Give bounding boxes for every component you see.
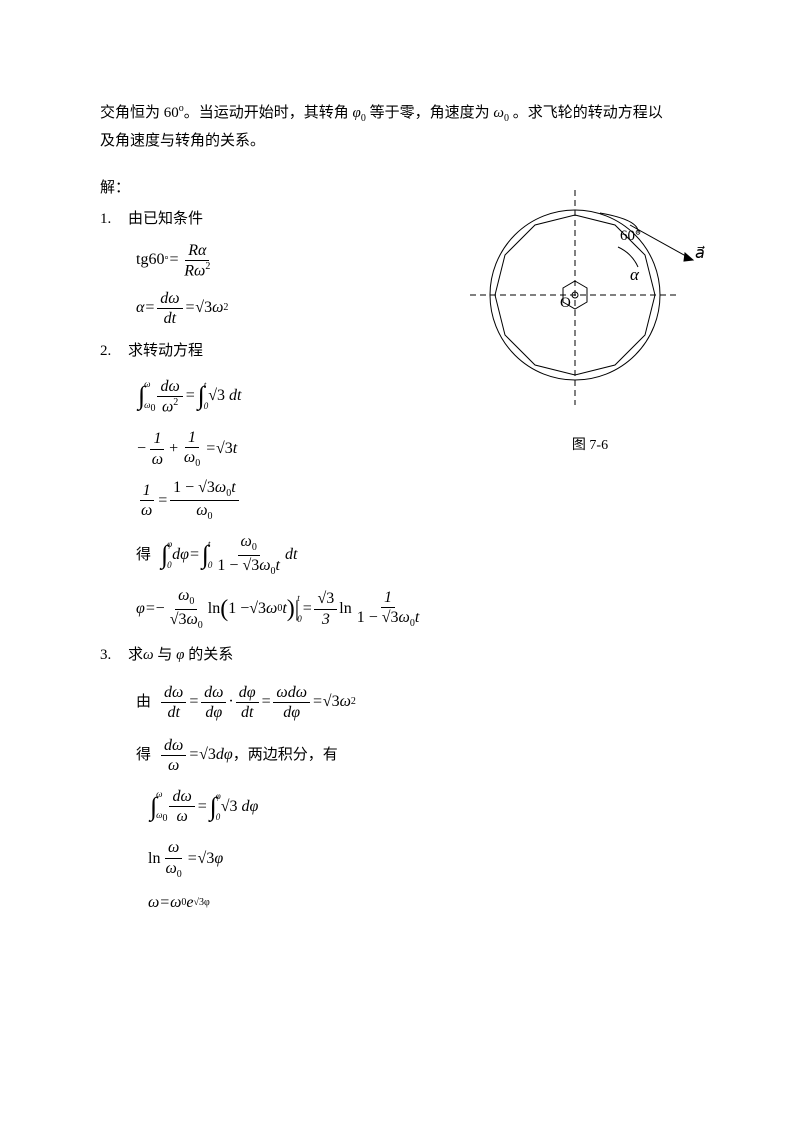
omega0-var: ω (493, 105, 504, 121)
eq-step2-3: 1ω = 1 − √3ω0tω0 (136, 478, 450, 523)
eq-step3-3: ∫ωω0 dωω = ∫φ0 √3 dφ (136, 784, 450, 831)
integral-icon: ∫ (202, 532, 209, 579)
step-text: 求转动方程 (128, 338, 203, 365)
eq-step2-2: − 1ω + 1ω0 = √3t (136, 428, 450, 470)
integral-icon: ∫ (150, 784, 157, 831)
step-text: 求ω 与 φ 的关系 (128, 642, 233, 669)
eq-step3-2: 得 dωω = √3dφ ，两边积分，有 (136, 736, 450, 775)
integral-icon: ∫ (210, 784, 217, 831)
eq-step3-4: ln ωω0 = √3φ (136, 838, 450, 880)
main-layout: 解： 1. 由已知条件 tg60° = Rα Rω2 α = dω dt (100, 175, 710, 928)
eq-step3-5: ω = ω0 e√3φ (136, 889, 450, 918)
phi0-sub: 0 (361, 113, 366, 124)
eq-int1: ∫ωω0 dωω2 = ∫t0 √3 dt (136, 373, 450, 420)
figure-caption: 图 7-6 (470, 433, 710, 458)
eq-alpha: α = dω dt = √3ω2 (136, 289, 450, 328)
integral-icon: ∫ (198, 373, 205, 420)
intro-text: 。求飞轮的转动方程以 (513, 105, 663, 121)
origin-label: O (560, 295, 571, 311)
step-text: 由已知条件 (128, 206, 203, 233)
figure-7-6: 60° α a⃗ O (470, 185, 710, 415)
omega0-sub: 0 (504, 113, 509, 124)
figure-column: 60° α a⃗ O 图 7-6 (470, 175, 710, 928)
step-1-header: 1. 由已知条件 (100, 206, 450, 233)
eq-step3-1: 由 dωdt = dωdφ · dφdt = ωdωdφ = √3ω2 (136, 683, 450, 722)
a-vector-label: a⃗ (695, 245, 705, 262)
intro-text: 及角速度与转角的关系。 (100, 133, 265, 149)
eq-tg60: tg60° = Rα Rω2 (136, 241, 450, 281)
frac-Ralpha-Romega2: Rα Rω2 (181, 241, 213, 281)
intro-text: 等于零，角速度为 (370, 105, 490, 121)
integral-icon: ∫ (138, 373, 145, 420)
step-num: 2. (100, 338, 118, 365)
step-3-equations: 由 dωdt = dωdφ · dφdt = ωdωdφ = √3ω2 得 dω… (136, 683, 450, 918)
step-2-equations: ∫ωω0 dωω2 = ∫t0 √3 dt − 1ω + 1ω0 = √3t 1… (136, 373, 450, 632)
eq-step2-4: 得 ∫φ0 dφ = ∫t0 ω01 − √3ω0t dt (136, 532, 450, 579)
step-num: 1. (100, 206, 118, 233)
frac-domega-dt: dω dt (157, 289, 182, 328)
alpha-label: α (630, 265, 640, 284)
solution-column: 解： 1. 由已知条件 tg60° = Rα Rω2 α = dω dt (100, 175, 450, 928)
eq-step2-5: φ = − ω0√3ω0 ln (1 − √3ω0t)|t0 = √33 ln … (136, 586, 450, 631)
solution-label: 解： (100, 175, 450, 202)
intro-text: 。当运动开始时，其转角 (184, 105, 349, 121)
integral-icon: ∫ (161, 532, 168, 579)
step-1-equations: tg60° = Rα Rω2 α = dω dt = √3ω2 (136, 241, 450, 328)
step-3-header: 3. 求ω 与 φ 的关系 (100, 642, 450, 669)
step-2-header: 2. 求转动方程 (100, 338, 450, 365)
step-num: 3. (100, 642, 118, 669)
phi0-var: φ (353, 105, 361, 121)
intro-text: 交角恒为 60 (100, 105, 179, 121)
problem-statement: 交角恒为 60o。当运动开始时，其转角 φ0 等于零，角速度为 ω0 。求飞轮的… (100, 100, 710, 155)
angle-60-label: 60° (620, 228, 641, 244)
